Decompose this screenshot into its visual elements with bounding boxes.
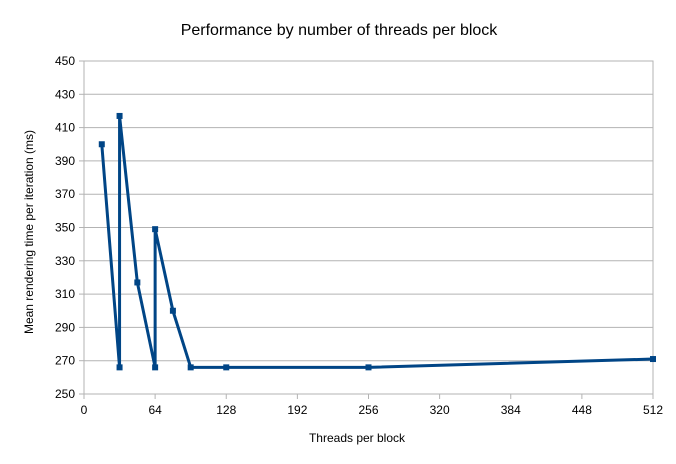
x-tick-label: 384 xyxy=(501,403,521,417)
x-axis-ticks: 0 64 128 192 256 320 384 448 512 xyxy=(81,394,663,417)
data-point-2 xyxy=(116,112,123,119)
data-point-9 xyxy=(365,364,372,371)
y-axis-ticks: 250 270 290 310 330 350 370 390 410 430 450 xyxy=(55,54,84,401)
gridlines xyxy=(84,60,653,395)
data-point-1 xyxy=(116,364,123,371)
x-tick-label: 128 xyxy=(216,403,236,417)
y-tick-label: 370 xyxy=(55,187,75,201)
y-tick-label: 450 xyxy=(55,54,75,68)
x-axis-label: Threads per block xyxy=(309,431,406,445)
y-tick-label: 290 xyxy=(55,320,75,334)
data-point-3 xyxy=(134,279,141,286)
series-line-0 xyxy=(100,114,655,369)
data-point-0 xyxy=(98,141,105,148)
y-tick-label: 410 xyxy=(55,121,75,135)
y-axis-label: Mean rendering time per iteration (ms) xyxy=(22,130,36,334)
x-tick-label: 0 xyxy=(81,403,88,417)
data-point-7 xyxy=(187,364,194,371)
y-tick-label: 310 xyxy=(55,287,75,301)
x-tick-label: 256 xyxy=(358,403,378,417)
chart-title: Performance by number of threads per blo… xyxy=(181,22,499,39)
x-tick-label: 64 xyxy=(148,403,162,417)
y-tick-label: 390 xyxy=(55,154,75,168)
data-point-8 xyxy=(223,364,230,371)
x-tick-label: 512 xyxy=(643,403,663,417)
x-tick-label: 192 xyxy=(287,403,307,417)
data-point-5 xyxy=(152,226,159,233)
data-point-4 xyxy=(152,364,159,371)
y-tick-label: 430 xyxy=(55,87,75,101)
y-tick-label: 330 xyxy=(55,254,75,268)
y-tick-label: 270 xyxy=(55,354,75,368)
x-tick-label: 448 xyxy=(572,403,592,417)
y-tick-label: 350 xyxy=(55,221,75,235)
y-tick-label: 250 xyxy=(55,387,75,401)
series-layer xyxy=(98,112,656,371)
data-point-10 xyxy=(650,356,656,363)
data-point-6 xyxy=(169,307,176,314)
x-tick-label: 320 xyxy=(430,403,450,417)
